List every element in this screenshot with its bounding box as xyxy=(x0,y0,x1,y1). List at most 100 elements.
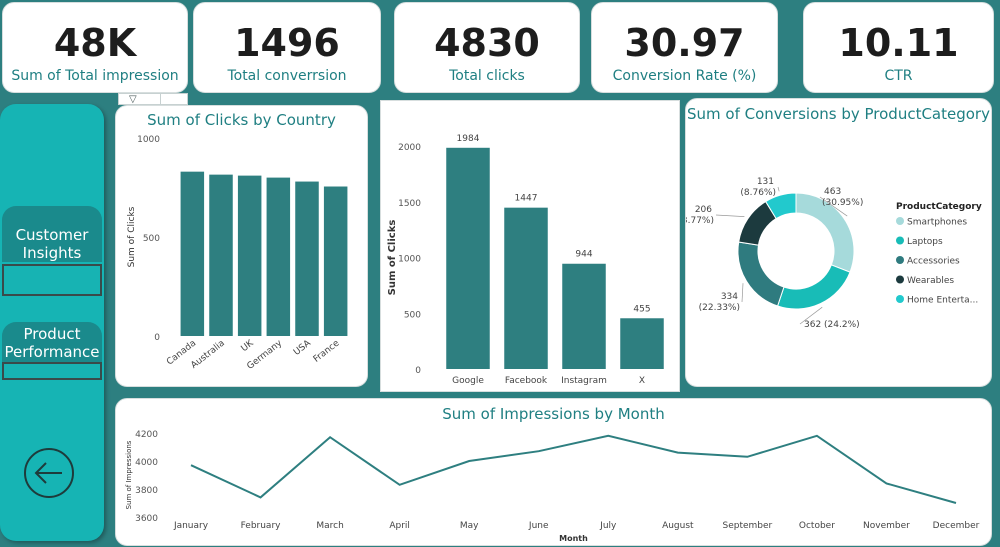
chart-conversions-by-category: Sum of Conversions by ProductCategory 46… xyxy=(685,98,992,387)
chart-title: Sum of Conversions by ProductCategory xyxy=(687,105,990,123)
legend-marker xyxy=(896,256,904,264)
kpi-value: 1496 xyxy=(234,21,340,65)
y-axis-title: Sum of Impressions xyxy=(125,440,133,509)
slice-label-value: 463 xyxy=(824,187,841,197)
kpi-value: 48K xyxy=(53,21,137,65)
chart-title: Sum of Clicks by Country xyxy=(147,111,336,129)
slicer-control[interactable] xyxy=(118,93,188,105)
chart-title: Sum of Impressions by Month xyxy=(442,405,665,423)
y-tick-label: 0 xyxy=(154,333,160,343)
slice-label-percent: (30.95%) xyxy=(822,198,863,208)
back-arrow-icon xyxy=(34,462,62,484)
filter-icon[interactable]: ▽ xyxy=(129,94,137,105)
donut-slice xyxy=(764,192,797,220)
bar xyxy=(504,207,548,369)
bar xyxy=(237,175,262,336)
bar xyxy=(562,263,606,369)
x-tick-label: X xyxy=(639,376,645,386)
legend-label: Wearables xyxy=(907,276,954,286)
x-tick-label: Facebook xyxy=(505,376,548,386)
legend-marker xyxy=(896,236,904,245)
x-tick-label: Google xyxy=(452,376,484,386)
bar xyxy=(209,174,233,336)
kpi-label: Total clicks xyxy=(449,68,525,84)
y-axis-title: Sum of Clicks xyxy=(387,220,398,296)
x-axis-title: Month xyxy=(559,534,588,543)
kpi-label: Conversion Rate (%) xyxy=(612,68,757,84)
data-label: 1447 xyxy=(515,194,538,204)
x-tick-label: USA xyxy=(292,338,313,358)
bar xyxy=(295,181,319,336)
y-tick-label: 500 xyxy=(143,234,160,244)
series-line xyxy=(190,434,957,504)
slice-label: 362 (24.2%) xyxy=(804,320,860,330)
legend-marker xyxy=(896,217,904,225)
bar xyxy=(266,177,291,336)
chart-clicks-by-platform: 0 500 1000 1500 2000 Sum of Clicks 1984 Google 1… xyxy=(380,100,680,392)
x-tick-label: France xyxy=(312,338,342,365)
x-tick-label: May xyxy=(460,521,479,531)
x-tick-label: November xyxy=(863,521,910,531)
kpi-value: 10.11 xyxy=(838,21,959,65)
leader-line xyxy=(741,283,744,303)
back-button[interactable] xyxy=(24,448,74,498)
slice-label-value: 334 xyxy=(721,292,738,302)
legend-label: Laptops xyxy=(907,237,943,247)
x-tick-label: February xyxy=(241,521,282,531)
kpi-value: 30.97 xyxy=(624,21,745,65)
x-tick-label: Instagram xyxy=(561,376,607,386)
kpi-card-conversion-rate: 30.97 Conversion Rate (%) xyxy=(591,2,778,93)
y-tick-label: 3600 xyxy=(135,514,158,524)
sidebar: Customer Insights Product Performance xyxy=(0,104,104,541)
nav-button-underline xyxy=(2,362,102,380)
y-tick-label: 4000 xyxy=(135,458,158,468)
kpi-card-ctr: 10.11 CTR xyxy=(803,2,994,93)
y-axis-title: Sum of Clicks xyxy=(127,206,137,267)
leader-line xyxy=(715,214,745,217)
y-tick-label: 1000 xyxy=(398,255,421,265)
slicer-box[interactable] xyxy=(160,93,186,105)
kpi-label: CTR xyxy=(884,68,913,84)
slice-label-percent: (22.33%) xyxy=(699,303,740,313)
chart-impressions-by-month: Sum of Impressions by Month 3600 3800 4000… xyxy=(115,398,992,546)
legend-label: Home Enterta... xyxy=(907,296,978,306)
nav-button-product-performance[interactable]: Product Performance xyxy=(2,322,102,362)
legend-label: Accessories xyxy=(907,257,960,267)
y-tick-label: 4200 xyxy=(135,430,158,440)
leader-line xyxy=(777,186,780,192)
bar xyxy=(620,318,664,369)
kpi-card-total-impression: 48K Sum of Total impression xyxy=(2,2,188,93)
x-tick-label: March xyxy=(316,521,343,531)
x-tick-label: July xyxy=(599,521,617,531)
y-tick-label: 3800 xyxy=(135,486,158,496)
donut-chart-category: 463(30.95%) 362 (24.2%) 334(22.33%) 206(13.… xyxy=(686,177,982,330)
y-tick-label: 1500 xyxy=(398,199,421,209)
y-tick-label: 1000 xyxy=(137,135,160,145)
slice-label-percent: (8.76%) xyxy=(740,188,776,198)
kpi-card-total-conversion: 1496 Total converrsion xyxy=(193,2,381,93)
data-label: 1984 xyxy=(457,134,480,144)
x-tick-label: January xyxy=(173,521,209,531)
nav-button-customer-insights[interactable]: Customer Insights xyxy=(2,206,102,262)
kpi-value: 4830 xyxy=(434,21,540,65)
x-tick-label: June xyxy=(528,521,549,531)
x-tick-label: April xyxy=(389,521,410,531)
data-label: 455 xyxy=(633,304,650,314)
legend-marker xyxy=(896,275,904,284)
bar xyxy=(446,147,490,369)
kpi-card-total-clicks: 4830 Total clicks xyxy=(394,2,580,93)
legend-title: ProductCategory xyxy=(896,202,982,212)
y-tick-label: 0 xyxy=(415,366,421,376)
slice-label-value: 206 xyxy=(695,205,712,215)
donut-slice xyxy=(776,264,851,310)
leader-line xyxy=(799,306,823,325)
nav-button-underline xyxy=(2,264,102,296)
data-label: 944 xyxy=(575,250,592,260)
x-tick-label: October xyxy=(799,521,835,531)
kpi-label: Sum of Total impression xyxy=(11,68,179,84)
x-tick-label: UK xyxy=(240,338,257,354)
leader-line xyxy=(819,196,848,217)
legend-label: Smartphones xyxy=(907,218,967,228)
x-tick-label: August xyxy=(662,521,694,531)
